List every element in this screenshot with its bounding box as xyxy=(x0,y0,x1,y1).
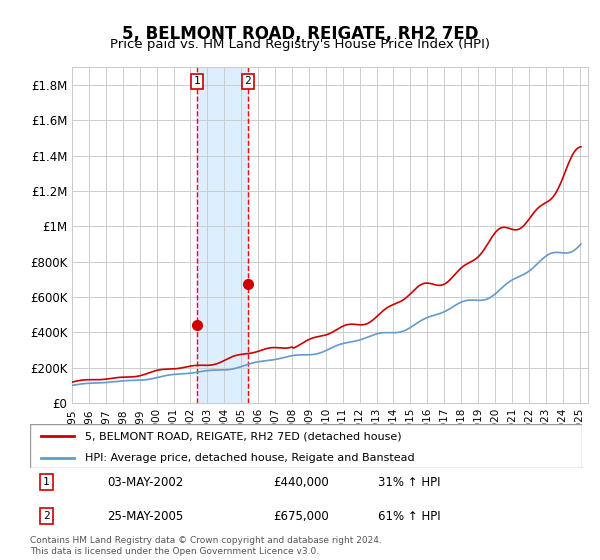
Text: Price paid vs. HM Land Registry's House Price Index (HPI): Price paid vs. HM Land Registry's House … xyxy=(110,38,490,51)
Text: 2: 2 xyxy=(245,76,251,86)
Text: 1: 1 xyxy=(43,477,50,487)
Text: Contains HM Land Registry data © Crown copyright and database right 2024.
This d: Contains HM Land Registry data © Crown c… xyxy=(30,536,382,556)
Text: 03-MAY-2002: 03-MAY-2002 xyxy=(107,475,184,489)
Text: 1: 1 xyxy=(193,76,200,86)
Text: £675,000: £675,000 xyxy=(273,510,329,523)
Text: 61% ↑ HPI: 61% ↑ HPI xyxy=(378,510,440,523)
Text: HPI: Average price, detached house, Reigate and Banstead: HPI: Average price, detached house, Reig… xyxy=(85,453,415,463)
Text: 5, BELMONT ROAD, REIGATE, RH2 7ED (detached house): 5, BELMONT ROAD, REIGATE, RH2 7ED (detac… xyxy=(85,431,402,441)
Text: 5, BELMONT ROAD, REIGATE, RH2 7ED: 5, BELMONT ROAD, REIGATE, RH2 7ED xyxy=(122,25,478,43)
Bar xyxy=(197,67,248,403)
Text: £440,000: £440,000 xyxy=(273,475,329,489)
Text: 2: 2 xyxy=(43,511,50,521)
Text: 31% ↑ HPI: 31% ↑ HPI xyxy=(378,475,440,489)
Text: 25-MAY-2005: 25-MAY-2005 xyxy=(107,510,184,523)
FancyBboxPatch shape xyxy=(30,424,582,468)
